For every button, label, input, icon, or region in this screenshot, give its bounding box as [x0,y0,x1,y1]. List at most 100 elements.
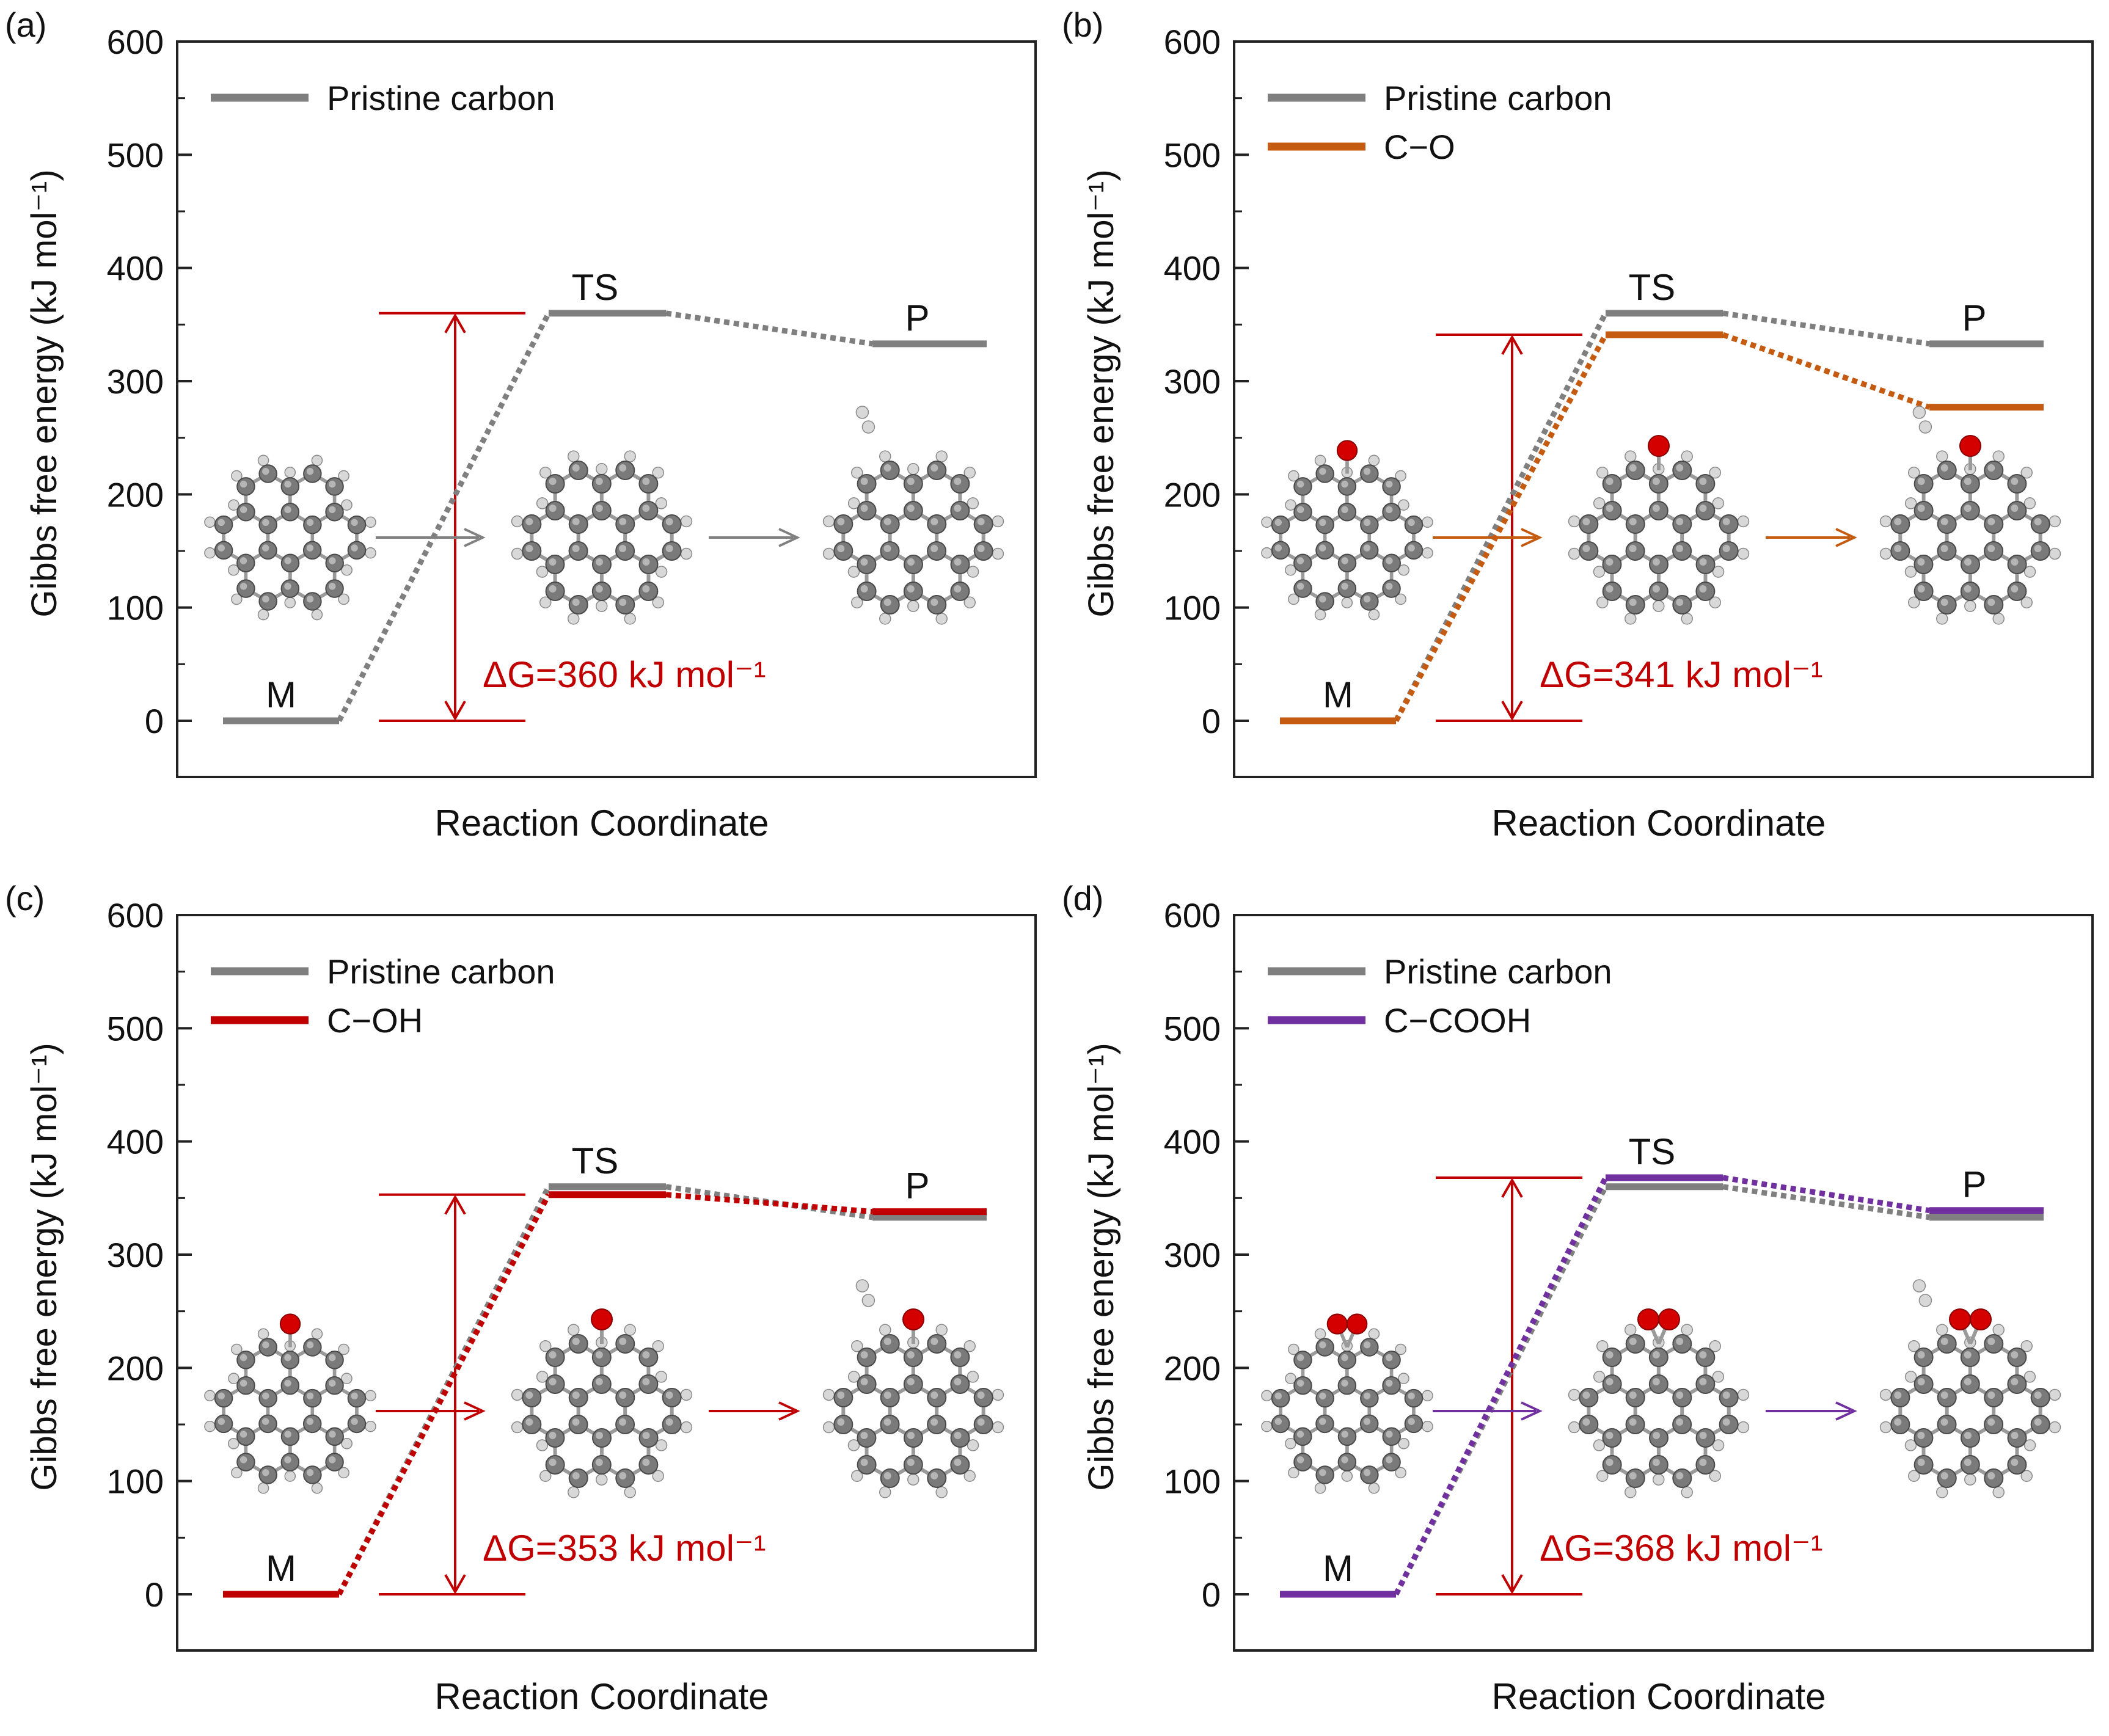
process-arrow-2-head [778,1401,800,1421]
molecule-product-hydrogen-atom [1908,1470,1920,1483]
barrier-arrow-head-down [1501,1574,1523,1595]
molecule-product-atom-highlight [2011,585,2019,593]
molecule-reactant-atom-highlight [1386,1431,1393,1438]
molecule-reactant-atom-highlight [239,1431,247,1438]
molecule-reactant-atom-highlight [351,1392,358,1399]
plot-frame [176,40,1037,778]
molecule-product-atom-highlight [954,505,962,512]
molecule-product-atom-highlight [2011,478,2019,485]
molecule-transition-state-hydrogen-atom [1681,1486,1693,1498]
molecule-transition-state-hydrogen-atom [568,1486,580,1498]
molecule-transition-state-hydrogen-atom [624,450,636,462]
molecule-product-hydrogen-atom [1908,1340,1920,1352]
stage-label: P [905,1165,929,1206]
molecule-transition-state-hydrogen-atom [655,1371,668,1383]
molecule-product-hydrogen-atom [1992,450,2005,462]
barrier-label: ΔG=353 kJ mol⁻¹ [483,1528,766,1569]
molecule-transition-state-hydrogen-atom [1712,497,1725,509]
panel-label: (c) [5,879,45,917]
molecule-reactant-hydrogen-atom [228,1373,239,1385]
molecule-reactant-atom-highlight [1319,519,1326,526]
molecule-reactant-oxygen-atom [1326,1313,1348,1335]
molecule-reactant-hydrogen-atom [1261,1420,1273,1432]
molecule-transition-state-atom-highlight [595,585,603,593]
stage-label: M [266,1548,296,1589]
molecule-reactant-atom-highlight [261,1418,269,1425]
stage-label: M [266,674,296,715]
molecule-product-oxygen-atom [902,1308,924,1330]
molecule-product-atom-highlight [1964,505,1972,512]
molecule-product-atom-highlight [954,1351,962,1359]
molecule-illustrations [1261,406,2061,625]
y-tick-label: 300 [107,1236,164,1274]
molecule-transition-state-hydrogen-atom [655,566,668,578]
molecule-transition-state-hydrogen-atom [539,596,552,609]
molecule-transition-state-carbons [1579,461,1739,615]
molecule-reactant-atom-highlight [1296,480,1304,488]
molecule-reactant-atom-highlight [1363,1392,1371,1399]
molecule-transition-state-hydrogen-atom [652,596,664,609]
molecule-reactant-atom-highlight [284,1354,291,1362]
molecule-transition-state-atom-highlight [1722,1391,1730,1399]
molecule-product-hydrogen-atom [2049,1388,2061,1401]
molecule-reactant-atom-highlight [239,480,247,488]
molecule-reactant-hydrogen-atom [1285,499,1296,511]
molecule-transition-state-atom-highlight [572,518,580,525]
x-axis-title: Reaction Coordinate [1491,1676,1826,1717]
molecule-transition-state-hydrogen-atom [539,1470,552,1483]
molecule-product-hydrogen-atom [879,613,891,625]
molecule-reactant-atom-highlight [306,1341,314,1349]
legend-label: Pristine carbon [327,952,555,991]
molecule-product-hydrogen-atom [847,566,860,578]
molecule-reactant-hydrogen-atom [1314,454,1326,467]
molecule-transition-state-hydrogen-atom [624,613,636,625]
connector-line [665,1192,873,1215]
molecule-reactant-hydrogen-atom [365,1420,376,1432]
molecule-reactant-atom-highlight [1408,544,1415,552]
molecule-reactant-hydrogen-atom [1285,1437,1296,1450]
molecule-product-atom-highlight [837,1418,845,1426]
molecule-product-atom-highlight [883,1472,891,1479]
molecule-reactant-hydrogen-atom [311,608,323,621]
molecule-transition-state-atom-highlight [595,1351,603,1359]
molecule-product-atom-highlight [883,1418,891,1426]
x-axis-title: Reaction Coordinate [434,803,769,844]
molecule-reactant-atom-highlight [1319,1341,1326,1349]
molecule-product-atom-highlight [1894,1391,1902,1399]
molecule-transition-state-hydrogen-atom [1625,1486,1637,1498]
molecule-transition-state-hydrogen-atom [1712,1439,1725,1451]
molecule-reactant-atom-highlight [262,1392,269,1399]
molecule-reactant-atom-highlight [239,506,247,514]
molecule-product-atom-highlight [883,1338,891,1345]
molecule-product-hydrogen-atom [1879,515,1892,528]
molecule-reactant-atom-highlight [1386,1354,1393,1362]
molecule-transition-state-hydrogen-atom [1653,1473,1665,1486]
molecule-product-hydrogen-atom [935,613,948,625]
legend-label: C−COOH [1384,1001,1531,1040]
molecule-product-hydrogen-atom [907,463,919,475]
series-0 [223,310,987,724]
molecule-product-hydrogen-atom [992,515,1004,528]
molecule-reactant-atom-highlight [1363,1341,1371,1349]
molecule-product-hydrogen-atom [847,1439,860,1451]
y-tick-label: 300 [107,362,164,401]
molecule-reactant-carbons [214,464,367,611]
stage-label: M [1323,1548,1353,1589]
molecule-reactant-atom-highlight [261,544,269,552]
molecule-reactant-oxygen-atom [1336,440,1358,461]
molecule-product-atom-highlight [930,545,938,552]
panel-c: (c) 0 100 200 300 400 500 600 Reaction Coordinat… [5,879,1037,1717]
molecule-reactant-atom-highlight [1296,1431,1304,1438]
x-axis-title: Reaction Coordinate [1491,803,1826,844]
molecule-transition-state-hydrogen-atom [511,1421,524,1434]
molecule-transition-state-atom-highlight [572,1418,580,1426]
molecule-product-atom-highlight [1917,505,1925,512]
process-arrow-1-head [1521,1401,1543,1421]
molecule-reactant-atom-highlight [1274,1392,1282,1399]
molecule-reactant-hydrogen-atom [338,593,349,605]
molecule-product-atom-highlight [1917,1351,1925,1359]
molecule-reactant-hydrogen-atom [1395,593,1406,605]
molecule-product-atom-highlight [2011,505,2019,512]
molecule-transition-state-atom-highlight [665,518,673,525]
molecule-reactant-atom-highlight [351,1418,358,1425]
